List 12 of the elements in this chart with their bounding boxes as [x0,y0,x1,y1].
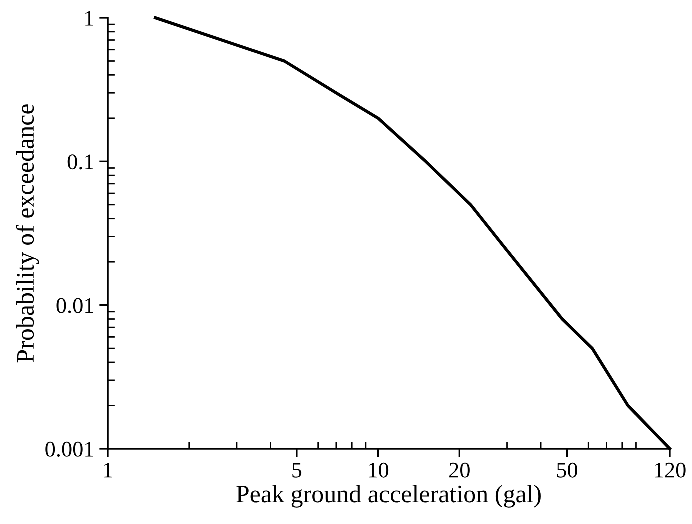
x-tick-label: 50 [557,462,578,478]
x-tick-label: 20 [450,462,470,478]
x-tick-label: 1 [104,462,112,478]
x-tick-label: 120 [655,462,686,478]
y-tick-label: 0.1 [68,154,94,170]
y-axis-title: Probability of exceedance [16,104,40,363]
y-tick-label: 1 [86,11,94,26]
x-tick-label: 10 [369,462,389,478]
x-axis-title: Peak ground acceleration (gal) [236,485,541,508]
y-tick-label: 0.001 [46,442,94,458]
x-tick-label: 5 [292,463,302,478]
y-tick-label: 0.01 [56,298,94,314]
